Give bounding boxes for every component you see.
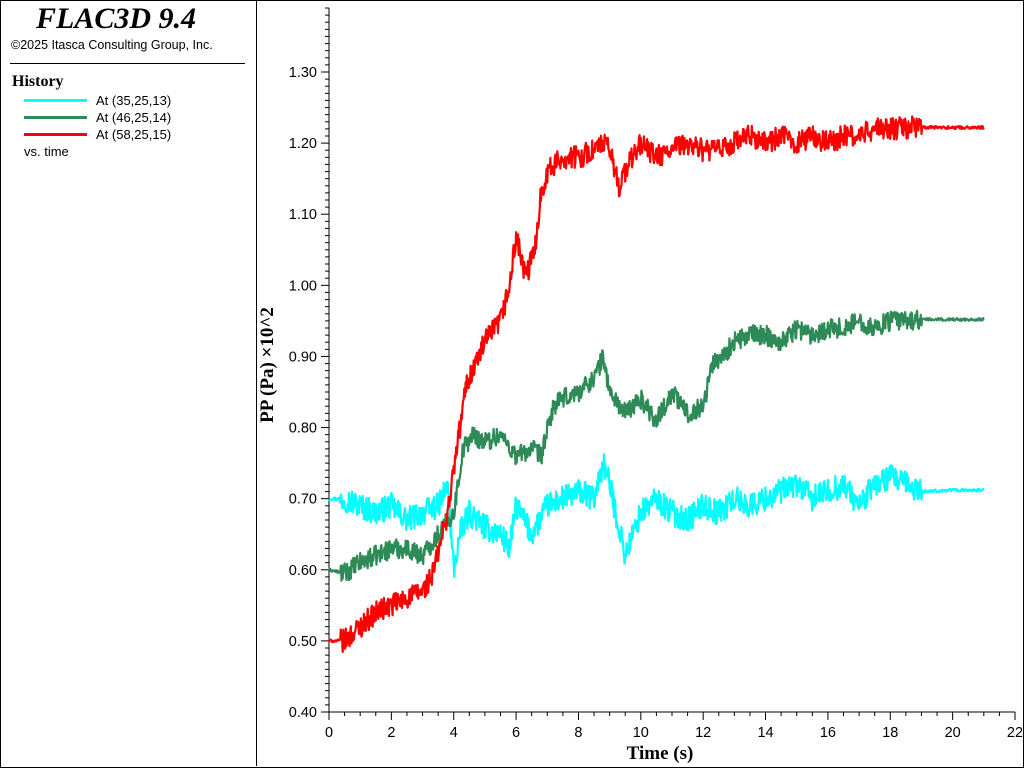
y-tick-label: 1.10 bbox=[289, 207, 317, 223]
legend-label: At (58,25,15) bbox=[96, 126, 172, 142]
series-line-3 bbox=[328, 115, 985, 654]
copyright-text: ©2025 Itasca Consulting Group, Inc. bbox=[11, 38, 213, 52]
x-axis-title: Time (s) bbox=[627, 743, 694, 764]
x-tick-label: 6 bbox=[512, 725, 520, 741]
y-tick-label: 0.40 bbox=[289, 705, 317, 721]
x-tick-label: 22 bbox=[1007, 725, 1022, 741]
legend-item-1: At (35,25,13) bbox=[24, 91, 171, 109]
x-tick-label: 14 bbox=[757, 725, 773, 741]
chart-axes: 0.40 0.50 0.60 0.70 0.80 0.90 1.00 1.10 1.20 1.30… bbox=[289, 7, 1022, 741]
x-tick-label: 10 bbox=[633, 725, 649, 741]
chart-series bbox=[327, 115, 985, 654]
series-line-1 bbox=[328, 453, 985, 579]
legend-label: At (46,25,14) bbox=[96, 109, 172, 125]
y-tick-label: 1.30 bbox=[289, 65, 317, 81]
y-tick-label: 0.60 bbox=[289, 563, 317, 579]
legend-item-2: At (46,25,14) bbox=[24, 108, 171, 126]
legend-title: History bbox=[12, 73, 64, 90]
legend-swatch-green bbox=[24, 115, 87, 119]
chart-plot-area: 0.40 0.50 0.60 0.70 0.80 0.90 1.00 1.10 1.20 1.30… bbox=[257, 7, 1022, 764]
x-tick-label: 2 bbox=[387, 725, 395, 741]
legend-swatch-cyan bbox=[24, 98, 87, 102]
y-tick-label: 1.20 bbox=[289, 136, 317, 152]
series-line-2 bbox=[327, 309, 985, 582]
y-tick-label: 1.00 bbox=[289, 278, 317, 294]
title-divider bbox=[10, 63, 245, 64]
x-tick-label: 8 bbox=[574, 725, 582, 741]
legend-item-3: At (58,25,15) bbox=[24, 125, 171, 143]
legend-label: At (35,25,13) bbox=[96, 92, 172, 108]
x-tick-label: 18 bbox=[882, 725, 898, 741]
app-title: FLAC3D 9.4 bbox=[36, 2, 197, 35]
legend-panel: FLAC3D 9.4 ©2025 Itasca Consulting Group… bbox=[0, 0, 257, 766]
x-tick-label: 4 bbox=[450, 725, 458, 741]
legend-swatch-red bbox=[24, 132, 87, 136]
x-tick-label: 12 bbox=[695, 725, 711, 741]
x-tick-label: 20 bbox=[945, 725, 961, 741]
y-axis-title: PP (Pa) ×10^2 bbox=[257, 307, 278, 423]
y-tick-label: 0.50 bbox=[289, 634, 317, 650]
y-tick-label: 0.90 bbox=[289, 349, 317, 365]
y-tick-label: 0.70 bbox=[289, 492, 317, 508]
y-tick-label: 0.80 bbox=[289, 421, 317, 437]
x-tick-label: 0 bbox=[325, 725, 333, 741]
x-tick-label: 16 bbox=[820, 725, 836, 741]
legend-vs-label: vs. time bbox=[24, 144, 69, 159]
